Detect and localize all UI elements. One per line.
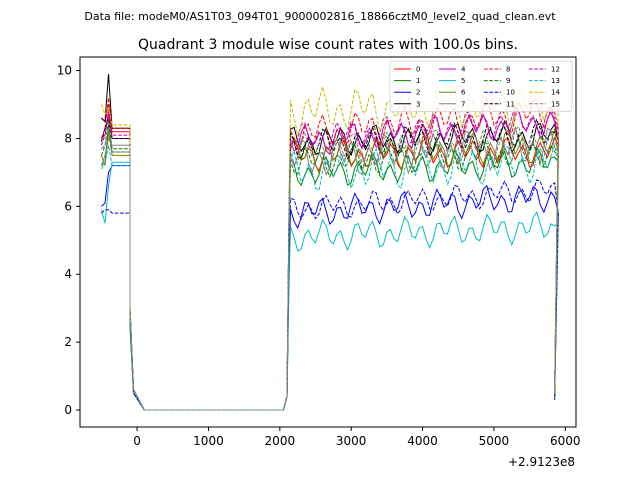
x-tick-label: 6000 bbox=[550, 434, 581, 448]
series-layer bbox=[100, 73, 559, 411]
series-line-14 bbox=[100, 77, 559, 411]
legend-label-0: 0 bbox=[416, 66, 420, 74]
legend-label-9: 9 bbox=[506, 77, 510, 85]
legend-label-4: 4 bbox=[461, 66, 466, 74]
legend-label-6: 6 bbox=[461, 89, 466, 97]
x-tick-label: 2000 bbox=[265, 434, 296, 448]
y-tick-label: 4 bbox=[64, 267, 72, 281]
legend-box bbox=[389, 60, 573, 112]
legend-label-10: 10 bbox=[506, 89, 515, 97]
legend-label-15: 15 bbox=[551, 100, 560, 108]
legend-label-2: 2 bbox=[416, 89, 420, 97]
y-tick-label: 10 bbox=[57, 64, 72, 78]
chart-title: Quadrant 3 module wise count rates with … bbox=[138, 37, 518, 53]
legend-label-14: 14 bbox=[551, 89, 560, 97]
y-tick-label: 8 bbox=[64, 131, 72, 145]
x-offset-label: +2.9123e8 bbox=[508, 455, 575, 469]
x-tick-label: 4000 bbox=[407, 434, 438, 448]
legend-label-5: 5 bbox=[461, 77, 465, 85]
legend-label-11: 11 bbox=[506, 100, 515, 108]
x-tick-label: 3000 bbox=[336, 434, 367, 448]
legend-label-3: 3 bbox=[416, 100, 420, 108]
y-tick-label: 6 bbox=[64, 199, 72, 213]
series-line-15 bbox=[101, 126, 559, 411]
x-tick-label: 5000 bbox=[479, 434, 510, 448]
legend-label-12: 12 bbox=[551, 66, 560, 74]
legend-label-13: 13 bbox=[551, 77, 560, 85]
legend-label-1: 1 bbox=[416, 77, 420, 85]
x-tick-label: 0 bbox=[133, 434, 141, 448]
figure-suptitle: Data file: modeM0/AS1T03_094T01_90000028… bbox=[84, 10, 556, 23]
y-tick-label: 2 bbox=[64, 335, 72, 349]
y-tick-label: 0 bbox=[64, 403, 72, 417]
legend-label-7: 7 bbox=[461, 100, 465, 108]
x-tick-label: 1000 bbox=[193, 434, 224, 448]
legend-label-8: 8 bbox=[506, 66, 510, 74]
series-line-13 bbox=[100, 143, 559, 411]
axes-frame bbox=[79, 56, 577, 428]
